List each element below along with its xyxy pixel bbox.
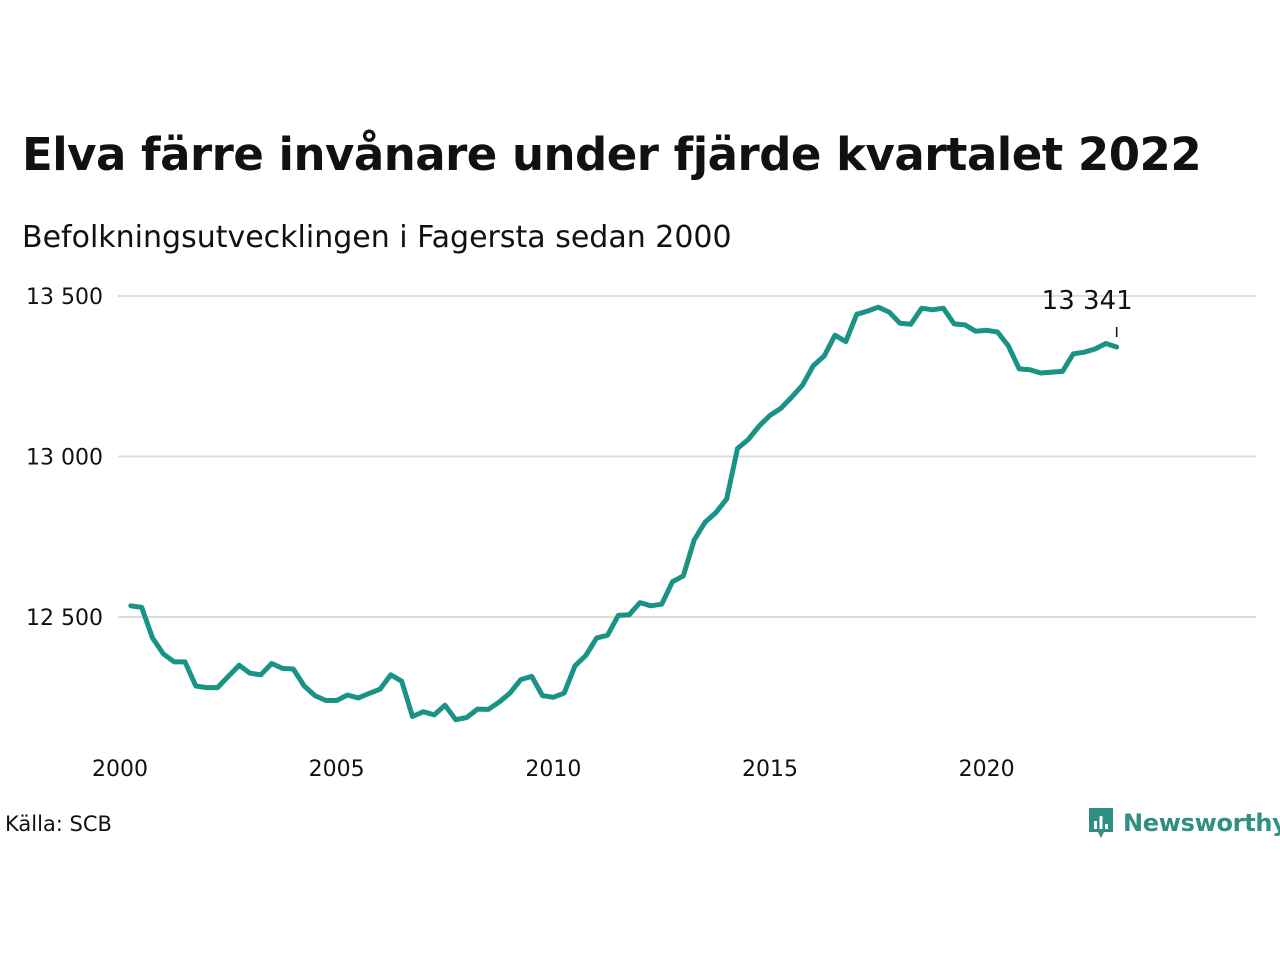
bar-chart-bubble-icon bbox=[1089, 808, 1113, 838]
x-tick-label: 2010 bbox=[525, 757, 581, 782]
x-axis-ticks: 2000 2005 2010 2015 2020 bbox=[92, 757, 1015, 782]
x-tick-label: 2015 bbox=[742, 757, 798, 782]
brand-name: Newsworthy bbox=[1123, 809, 1280, 837]
y-tick-label: 12 500 bbox=[26, 606, 103, 631]
y-axis-ticks: 12 500 13 000 13 500 bbox=[26, 285, 103, 631]
x-tick-label: 2020 bbox=[959, 757, 1015, 782]
y-tick-label: 13 500 bbox=[26, 285, 103, 310]
x-tick-label: 2000 bbox=[92, 757, 148, 782]
x-tick-label: 2005 bbox=[309, 757, 365, 782]
source-note: Källa: SCB bbox=[5, 812, 112, 836]
chart-subtitle: Befolkningsutvecklingen i Fagersta sedan… bbox=[22, 220, 732, 255]
gridlines bbox=[118, 295, 1256, 618]
population-line bbox=[128, 304, 1120, 723]
newsworthy-logo: Newsworthy bbox=[1087, 804, 1280, 842]
chart-title: Elva färre invånare under fjärde kvartal… bbox=[22, 128, 1202, 181]
y-tick-label: 13 000 bbox=[26, 446, 103, 471]
last-value-label: 13 341 bbox=[1042, 286, 1133, 316]
